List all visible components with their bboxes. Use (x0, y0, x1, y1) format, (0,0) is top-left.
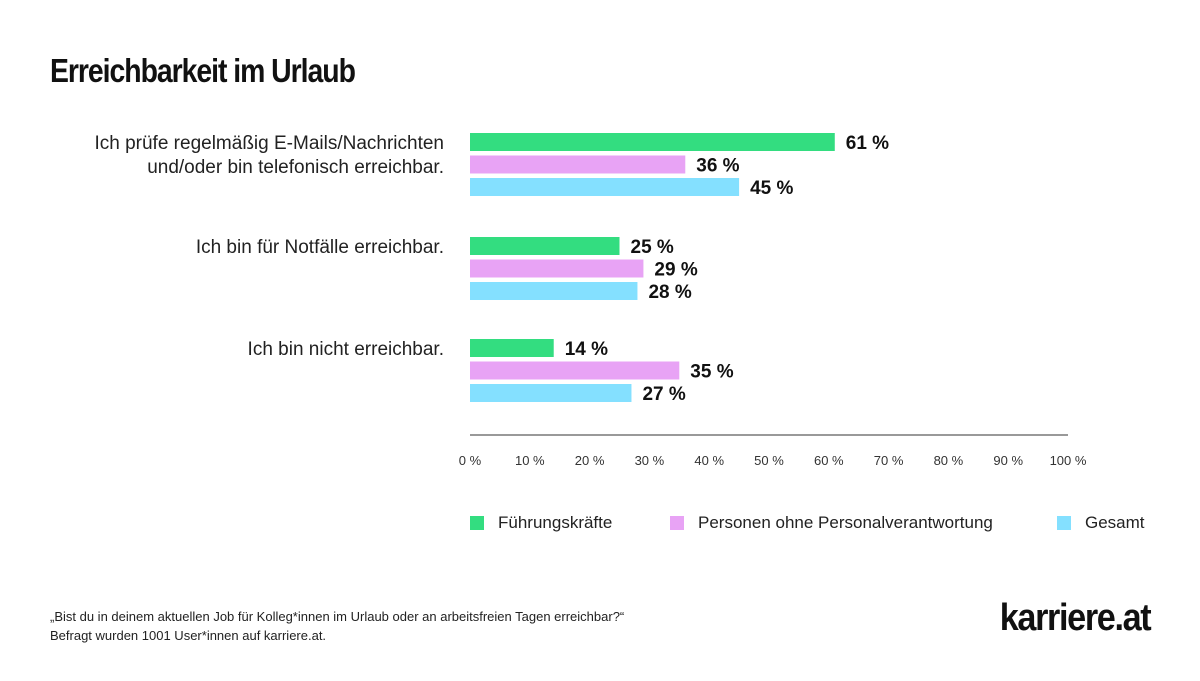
x-tick-labels: 0 % 10 % 20 % 30 % 40 % 50 % 60 % 70 % 80 % 90 % 1… (459, 453, 1087, 468)
legend-item-1: Führungskräfte (470, 513, 612, 533)
bars (470, 133, 835, 402)
bar-1-series-3 (470, 178, 740, 196)
legend-label-1: Führungskräfte (498, 513, 613, 532)
value-label-2-series-2: 29 % (654, 260, 697, 281)
value-label-1-series-2: 36 % (696, 156, 739, 177)
legend: Führungskräfte Personen ohne Personalvera… (470, 513, 1170, 537)
legend-label-3: Gesamt (1085, 513, 1145, 532)
value-label-1-series-3: 45 % (750, 178, 793, 199)
bar-3-series-1 (470, 339, 554, 357)
legend-swatch-3 (1057, 516, 1071, 530)
x-tick-label-0: 0 % (459, 453, 482, 468)
bar-chart: Ich prüfe regelmäßig E-Mails/Nachrichten… (94, 133, 1087, 468)
legend-swatch-1 (470, 516, 484, 530)
x-tick-label-8: 80 % (934, 453, 964, 468)
bar-1-series-2 (470, 155, 686, 174)
x-tick-label-2: 20 % (575, 453, 605, 468)
footnote-sample: Befragt wurden 1001 User*innen auf karri… (50, 628, 327, 643)
bar-2-series-3 (470, 282, 638, 300)
legend-label-2: Personen ohne Personalverantwortung (698, 513, 993, 532)
bar-3-series-3 (470, 384, 632, 402)
bar-2-series-1 (470, 237, 620, 255)
x-tick-label-9: 90 % (993, 453, 1023, 468)
x-tick-label-4: 40 % (694, 453, 724, 468)
value-label-3-series-3: 27 % (642, 384, 685, 405)
value-label-1-series-1: 61 % (846, 133, 889, 154)
bar-2-series-2 (470, 259, 644, 278)
bar-3-series-2 (470, 361, 680, 380)
chart-title: Erreichbarkeit im Urlaub (50, 52, 356, 89)
x-tick-label-1: 10 % (515, 453, 545, 468)
value-labels: 61 % 36 % 45 % 25 %29 %28 % 14 % 35 %27 % (565, 133, 889, 405)
x-tick-label-10: 100 % (1050, 453, 1087, 468)
legend-item-2: Personen ohne Personalverantwortung (670, 513, 993, 533)
x-tick-label-7: 70 % (874, 453, 904, 468)
x-tick-label-5: 50 % (754, 453, 784, 468)
category-label-1-line-2: und/oder bin telefonisch erreichbar. (147, 157, 444, 178)
bar-1-series-1 (470, 133, 835, 151)
footnote-question: „Bist du in deinem aktuellen Job für Kol… (50, 609, 625, 624)
category-label-1-line-1: Ich prüfe regelmäßig E-Mails/Nachrichten (94, 133, 444, 154)
karriere-logo: karriere.at (999, 597, 1151, 639)
category-label-2-line-1: Ich bin für Notfälle erreichbar. (196, 237, 444, 258)
value-label-2-series-3: 28 % (648, 282, 691, 303)
value-label-2-series-1: 25 % (631, 237, 674, 258)
x-tick-label-3: 30 % (635, 453, 665, 468)
category-labels: Ich prüfe regelmäßig E-Mails/Nachrichten… (94, 133, 444, 360)
value-label-3-series-1: 14 % (565, 339, 608, 360)
legend-item-3: Gesamt (1057, 513, 1145, 533)
x-tick-label-6: 60 % (814, 453, 844, 468)
category-label-3-line-1: Ich bin nicht erreichbar. (248, 339, 444, 360)
value-label-3-series-2: 35 % (690, 362, 733, 383)
footnote: „Bist du in deinem aktuellen Job für Kol… (50, 607, 624, 645)
legend-swatch-2 (670, 516, 684, 530)
